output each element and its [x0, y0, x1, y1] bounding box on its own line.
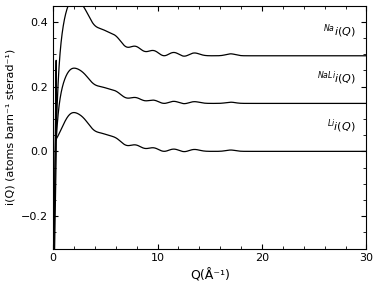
X-axis label: Q(Å⁻¹): Q(Å⁻¹) [190, 269, 230, 283]
Y-axis label: i(Q) (atoms barn⁻¹ sterad⁻¹): i(Q) (atoms barn⁻¹ sterad⁻¹) [6, 49, 16, 205]
Text: $^{\mathregular{NaLi}}$$i(Q)$: $^{\mathregular{NaLi}}$$i(Q)$ [317, 70, 356, 87]
Text: $^{\mathregular{Na}}$$i(Q)$: $^{\mathregular{Na}}$$i(Q)$ [323, 22, 356, 39]
Text: $^{\mathregular{Li}}$$i(Q)$: $^{\mathregular{Li}}$$i(Q)$ [327, 117, 356, 134]
